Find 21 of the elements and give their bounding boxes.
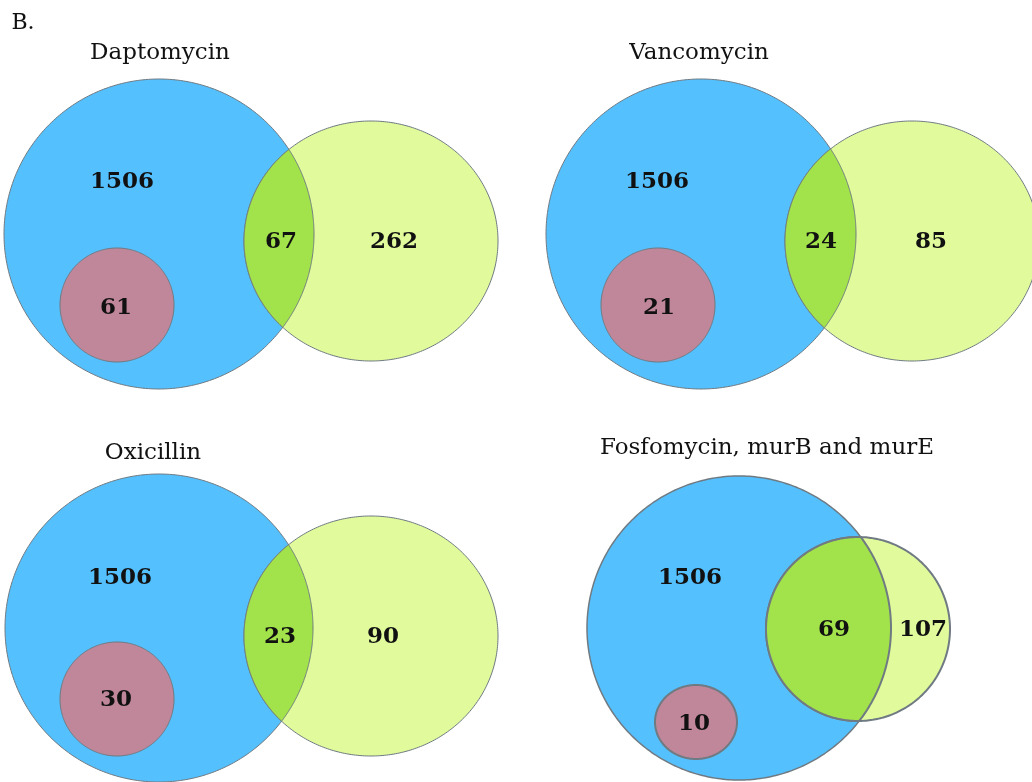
text: Daptomycin	[90, 38, 231, 64]
data-label: 107	[898, 614, 948, 641]
data-label: 30	[99, 684, 133, 711]
data-label: 10	[677, 708, 711, 735]
data-label: 67	[264, 226, 298, 253]
data-label: 61	[99, 292, 133, 319]
data-label: 85	[914, 226, 948, 253]
data-label: 90	[366, 621, 400, 648]
data-label: 1506	[657, 562, 723, 589]
data-label: 262	[369, 226, 419, 253]
data-label: 24	[804, 226, 838, 253]
data-label: 69	[817, 614, 851, 641]
data-label: 23	[263, 621, 297, 648]
text: Oxicillin	[104, 438, 202, 464]
text: B.	[11, 9, 35, 34]
data-label: 21	[642, 292, 676, 319]
data-label: 1506	[87, 562, 153, 589]
data-label: 1506	[89, 166, 155, 193]
text: Vancomycin	[628, 38, 769, 64]
text: Fosfomycin, murB and murE	[600, 433, 934, 459]
data-label: 1506	[624, 166, 690, 193]
